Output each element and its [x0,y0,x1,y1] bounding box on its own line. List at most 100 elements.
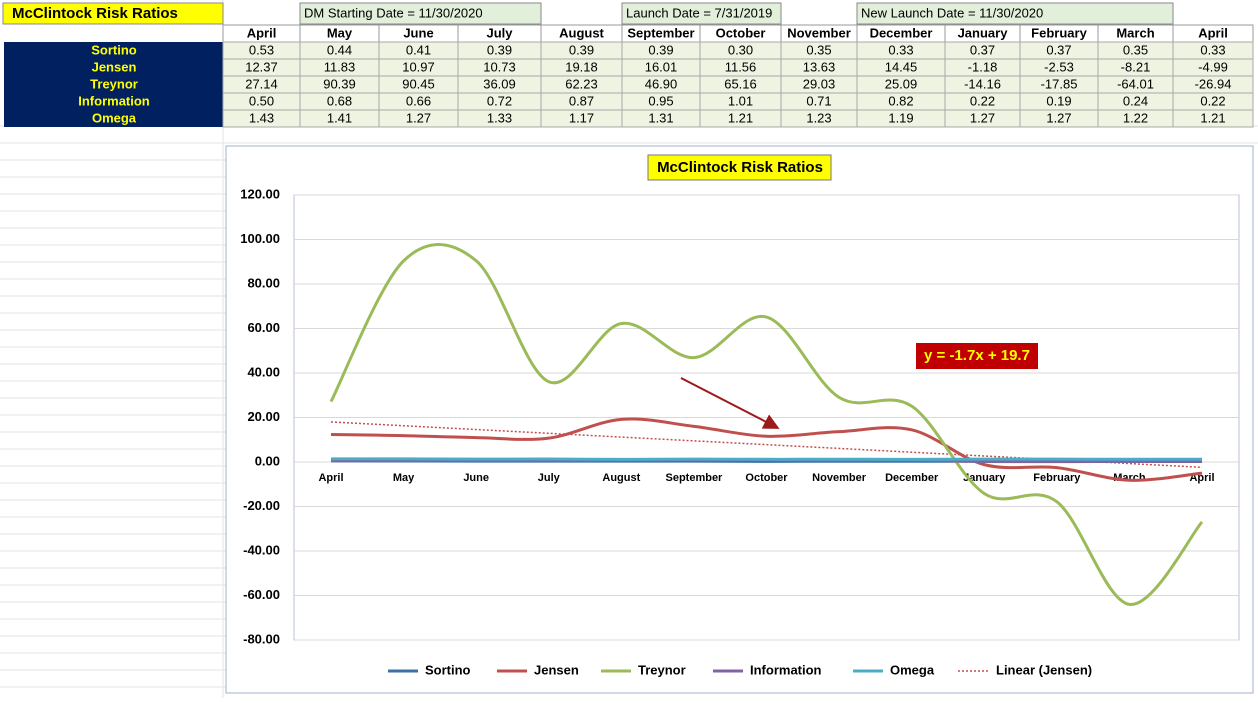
month-header: March [1116,25,1154,40]
cell-value: 10.97 [402,59,435,74]
cell-value: 19.18 [565,59,598,74]
y-tick-label: -40.00 [243,542,280,557]
cell-value: 0.44 [327,42,352,57]
row-label-cell [4,59,223,76]
month-header: September [627,25,694,40]
cell-value: -1.18 [968,59,998,74]
cell-value: 0.22 [1200,93,1225,108]
legend-label: Omega [890,662,935,677]
cell-value: 0.71 [806,93,831,108]
month-header: February [1031,25,1087,40]
cell-value: 25.09 [885,76,918,91]
cell-value: 10.73 [483,59,516,74]
month-header: April [247,25,277,40]
note-cell [856,2,1174,25]
row-label: Sortino [91,42,137,57]
cell-value: 1.27 [970,110,995,125]
cell-value: 0.39 [648,42,673,57]
chart: -80.00 -60.00 -40.00 -20.00 0.00 20.00 40.00 60… [240,186,1239,677]
cell-value: 46.90 [645,76,678,91]
row-label-cell [4,42,223,59]
row-label-cell [4,76,223,93]
cell-value: 0.35 [1123,42,1148,57]
month-header: January [958,25,1009,40]
cell-value: 0.33 [888,42,913,57]
y-tick-label: -60.00 [243,587,280,602]
cell-value: -4.99 [1198,59,1228,74]
cell-value: 1.33 [487,110,512,125]
cell-value: 0.72 [487,93,512,108]
note: Launch Date = 7/31/2019 [626,5,772,20]
cell-value: 1.23 [806,110,831,125]
cell-value: 0.53 [249,42,274,57]
legend-label: Treynor [638,662,686,677]
month-header: June [403,25,433,40]
y-tick-label: 60.00 [247,320,280,335]
cell-value: -8.21 [1121,59,1151,74]
cell-value: 1.21 [1200,110,1225,125]
y-tick-label: -80.00 [243,631,280,646]
x-tick-label: May [393,472,415,484]
cell-value: 0.95 [648,93,673,108]
month-header: April [1198,25,1228,40]
series-line [330,417,1203,482]
chart-title-box [647,154,832,181]
y-tick-label: 100.00 [240,231,280,246]
note-cell [621,2,782,25]
note: New Launch Date = 11/30/2020 [861,5,1043,20]
cell-value: 0.87 [569,93,594,108]
cell-value: 1.22 [1123,110,1148,125]
month-header: December [870,25,933,40]
y-tick-label: 40.00 [247,364,280,379]
row-label: Information [78,93,150,108]
month-header: May [327,25,353,40]
cell-value: 0.24 [1123,93,1148,108]
row-label-cell [4,93,223,110]
cell-value: 1.27 [406,110,431,125]
month-header: November [787,25,851,40]
note-cell [299,2,542,25]
cell-value: 0.35 [806,42,831,57]
cell-value: 27.14 [245,76,278,91]
cell-value: 1.43 [249,110,274,125]
x-tick-label: December [885,472,939,484]
cell-value: 29.03 [803,76,836,91]
cell-value: 1.17 [569,110,594,125]
month-header: August [559,25,604,40]
cell-value: 0.50 [249,93,274,108]
series-line [329,242,1204,606]
cell-value: -2.53 [1044,59,1074,74]
month-header: October [716,25,766,40]
row-label: Omega [92,110,137,125]
cell-value: 1.41 [327,110,352,125]
cell-value: 1.31 [648,110,673,125]
cell-value: 0.68 [327,93,352,108]
y-tick-label: -20.00 [243,498,280,513]
x-tick-label: February [1033,472,1081,484]
legend-label: Linear (Jensen) [996,662,1092,677]
month-header: July [486,25,513,40]
x-tick-label: August [602,472,640,484]
legend-label: Jensen [534,662,579,677]
arrow [680,377,780,429]
trendline-equation: y = -1.7x + 19.7 [924,347,1030,364]
y-tick-label: 120.00 [240,186,280,201]
cell-value: 0.37 [970,42,995,57]
cell-value: 0.37 [1046,42,1071,57]
cell-value: 0.22 [970,93,995,108]
x-tick-label: September [665,472,723,484]
data-cell [1172,109,1254,128]
x-tick-label: November [812,472,867,484]
y-tick-label: 80.00 [247,275,280,290]
legend-label: Information [750,662,822,677]
sheet-title: McClintock Risk Ratios [12,5,178,22]
equation-box [916,343,1038,369]
cell-value: 14.45 [885,59,918,74]
cell-value: 36.09 [483,76,516,91]
cell-value: -17.85 [1041,76,1078,91]
series-line [330,457,1203,461]
cell-value: 0.39 [569,42,594,57]
cell-value: 1.21 [728,110,753,125]
chart-title: McClintock Risk Ratios [657,159,823,176]
